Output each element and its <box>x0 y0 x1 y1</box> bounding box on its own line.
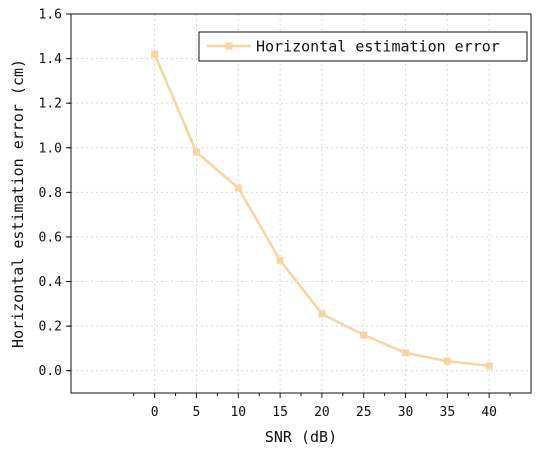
y-tick-label: 0.0 <box>39 364 62 379</box>
x-tick-label: 5 <box>193 405 201 420</box>
y-tick-label: 1.2 <box>39 97 62 112</box>
y-tick-label: 0.2 <box>39 320 62 335</box>
legend-box <box>198 31 528 62</box>
legend-label: Horizontal estimation error <box>256 38 500 56</box>
data-point-marker <box>318 310 326 318</box>
data-point-marker <box>192 148 200 156</box>
x-tick-label: 0 <box>151 405 159 420</box>
x-tick-label: 25 <box>356 405 372 420</box>
y-axis-label: Horizontal estimation error (cm) <box>9 59 27 348</box>
x-tick-label: 40 <box>481 405 497 420</box>
y-tick-label: 0.6 <box>39 230 62 245</box>
y-tick-label: 0.4 <box>39 275 63 290</box>
x-tick-label: 35 <box>440 405 456 420</box>
y-tick-label: 1.4 <box>39 52 63 67</box>
plot-frame <box>70 13 532 394</box>
data-point-marker <box>151 50 159 58</box>
legend: Horizontal estimation error <box>198 31 528 62</box>
ticks-layer: 0 5 10 15 20 25 30 35 40 0.0 0.2 0.4 0.6 0.8 1.0 1.2 1.4… <box>39 8 511 420</box>
y-tick-label: 1.0 <box>39 141 62 156</box>
x-axis-label: SNR (dB) <box>265 428 337 446</box>
x-tick-label: 10 <box>230 405 246 420</box>
data-point-marker <box>360 331 368 339</box>
data-point-marker <box>276 256 284 264</box>
grid-layer <box>71 14 531 393</box>
data-point-marker <box>402 349 410 357</box>
series-layer <box>151 50 493 370</box>
data-point-marker <box>443 357 451 365</box>
legend-square-marker <box>225 42 233 50</box>
x-tick-label: 15 <box>272 405 288 420</box>
y-tick-label: 0.8 <box>39 186 62 201</box>
y-tick-label: 1.6 <box>39 8 62 23</box>
x-tick-label: 20 <box>314 405 330 420</box>
data-point-marker <box>485 362 493 370</box>
data-point-marker <box>234 184 242 192</box>
x-tick-label: 30 <box>398 405 414 420</box>
